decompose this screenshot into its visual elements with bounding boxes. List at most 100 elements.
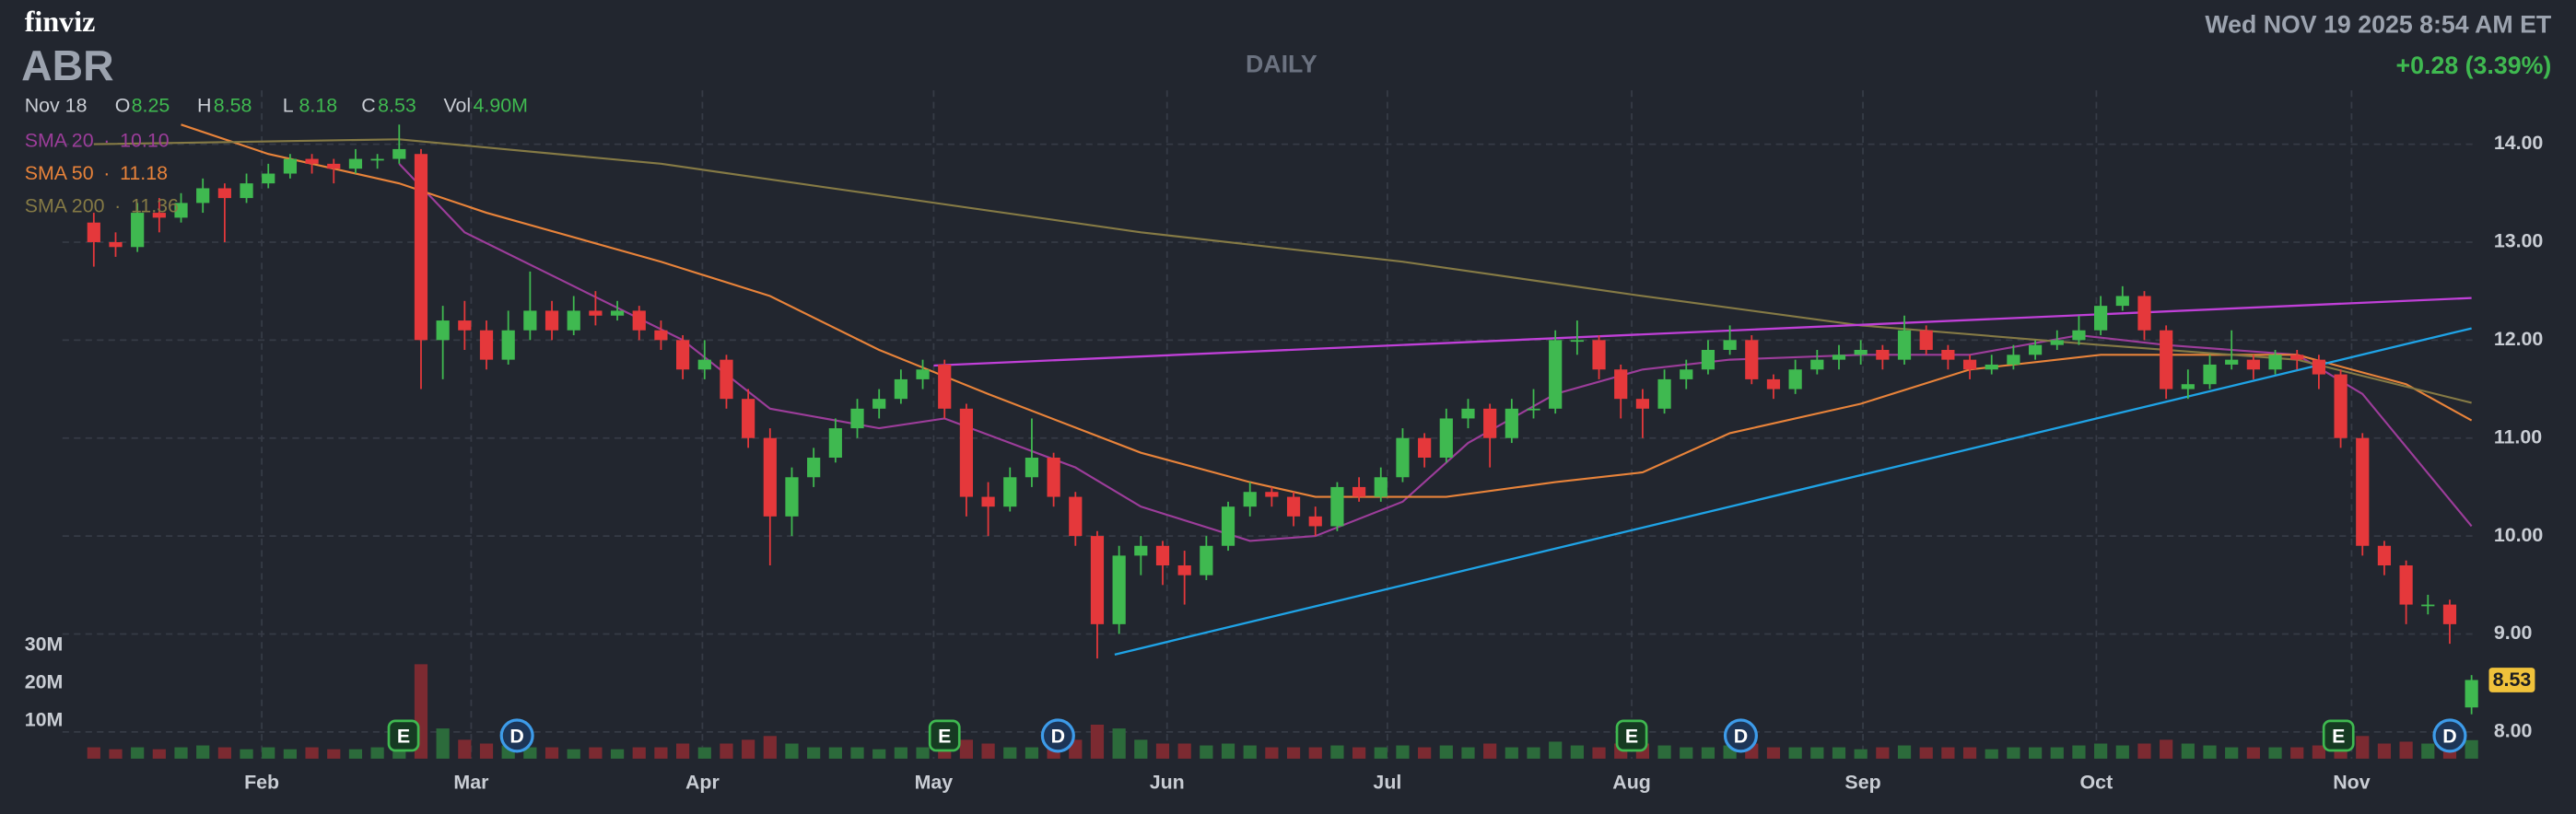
volume-bar: [305, 747, 319, 759]
volume-bar: [1374, 747, 1388, 759]
candle-body: [217, 188, 231, 199]
volume-bar: [589, 747, 603, 759]
candle-body: [2442, 604, 2457, 624]
candle-body: [174, 203, 188, 218]
candle-body: [1635, 399, 1650, 409]
event-label: E: [938, 725, 951, 747]
volume-bar: [567, 749, 580, 759]
volume-bar: [2377, 743, 2392, 759]
candle-body: [589, 310, 603, 316]
candle-body: [1897, 330, 1912, 360]
candle-body: [1221, 506, 1235, 546]
volume-bar: [1549, 741, 1563, 759]
volume-bar: [131, 747, 145, 759]
volume-bar: [2160, 739, 2173, 759]
candle-layer: [87, 124, 2478, 715]
volume-bar: [1243, 745, 1257, 759]
volume-bar: [2028, 747, 2043, 759]
earnings-marker: [387, 719, 420, 752]
volume-bar: [174, 747, 188, 759]
candle-body: [1766, 378, 1781, 390]
candle-body: [1112, 555, 1126, 624]
volume-bar: [2465, 739, 2478, 759]
volume-bar: [1941, 747, 1955, 759]
sma-value: 10.10: [120, 129, 170, 151]
candle-body: [1069, 496, 1083, 537]
volume-bar: [1919, 747, 1933, 759]
x-tick-label: Aug: [1612, 771, 1651, 793]
volume-bar: [894, 747, 907, 759]
candle-body: [894, 378, 907, 400]
volume-bar: [1505, 747, 1518, 759]
y-tick-label: 11.00: [2494, 425, 2542, 448]
candle-body: [2007, 355, 2020, 365]
price-change: +0.28 (3.39%): [2396, 52, 2552, 79]
logo[interactable]: finviz: [25, 5, 96, 38]
volume-bar: [654, 747, 668, 759]
candle-body: [1745, 340, 1759, 379]
candle-body: [1680, 369, 1693, 379]
event-label: D: [1734, 725, 1748, 747]
volume-bar: [109, 749, 123, 759]
volume-bar: [1788, 747, 1802, 759]
candle-body: [1047, 458, 1060, 497]
candle-body: [1854, 349, 1868, 355]
volume-bar: [2094, 743, 2108, 759]
sma-name: SMA 200: [25, 194, 105, 216]
candle-body: [1527, 408, 1540, 411]
candle-body: [807, 458, 821, 478]
candle-body: [1788, 369, 1802, 390]
volume-bar: [1897, 745, 1912, 759]
volume-bar: [1286, 747, 1301, 759]
volume-bar: [807, 747, 821, 759]
candle-body: [1155, 545, 1170, 566]
volume-bar: [2312, 745, 2326, 759]
volume-bar: [2072, 745, 2086, 759]
candle-body: [2203, 364, 2217, 385]
volume-bar: [196, 745, 210, 759]
volume-bar: [2246, 747, 2260, 759]
dividend-marker: [1723, 718, 1758, 753]
volume-bar: [2181, 743, 2195, 759]
candle-body: [414, 154, 428, 341]
interval[interactable]: DAILY: [1246, 50, 1317, 77]
candle-body: [959, 408, 974, 497]
candle-body: [1200, 545, 1213, 576]
candle-body: [1505, 408, 1518, 438]
datetime: Wed NOV 19 2025 8:54 AM ET: [2205, 11, 2552, 39]
candle-body: [2160, 330, 2173, 390]
x-tick-label: Jun: [1150, 771, 1185, 793]
x-tick-label: Sep: [1844, 771, 1880, 793]
candle-body: [2225, 359, 2239, 365]
candle-body: [348, 158, 363, 169]
y-tick-label: 12.00: [2494, 328, 2544, 350]
volume-bar: [370, 747, 384, 759]
sma-line: [398, 163, 2473, 542]
x-tick-label: May: [915, 771, 954, 793]
candle-body: [1396, 437, 1410, 478]
candle-body: [2377, 545, 2392, 566]
candle-body: [501, 330, 515, 360]
sma-separator: ·: [114, 194, 121, 216]
volume-bar: [1134, 739, 1148, 759]
candle-body: [2334, 374, 2348, 438]
candle-body: [1614, 369, 1628, 400]
candle-body: [828, 428, 842, 459]
volume-bar: [1854, 749, 1868, 759]
candle-body: [523, 310, 537, 331]
x-tick-label: Jul: [1373, 771, 1401, 793]
candle-body: [1919, 330, 1933, 350]
candle-body: [1308, 516, 1322, 527]
volume-bar: [610, 749, 625, 759]
volume-bar: [436, 728, 450, 759]
volume-bar: [1657, 745, 1671, 759]
label-layer: 8.00 9.00 10.00 11.00 12.00 13.00 14.00 Feb Mar A…: [25, 95, 2544, 794]
candle-body: [2181, 384, 2195, 390]
candle-body: [2290, 355, 2304, 360]
volume-bar: [217, 747, 231, 759]
volume-bar: [2225, 747, 2239, 759]
volume-bar: [458, 739, 472, 759]
volume-bar: [1200, 745, 1213, 759]
volume-bar: [240, 749, 253, 759]
